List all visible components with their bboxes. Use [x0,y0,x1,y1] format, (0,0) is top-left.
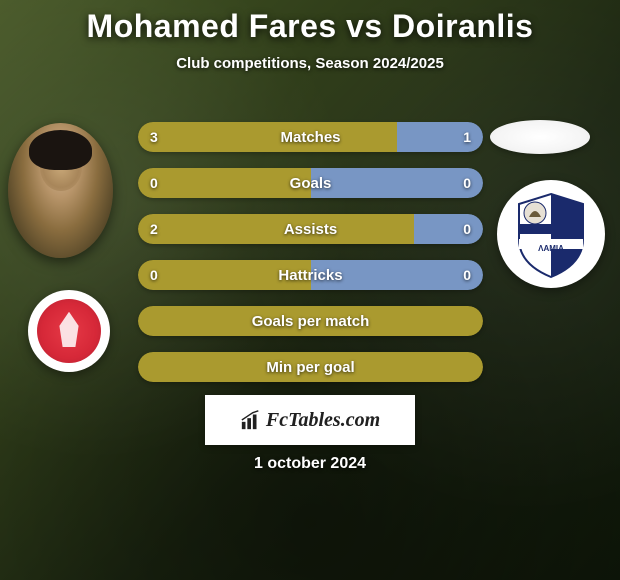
shield-icon: ΛΑΜΙΑ [511,189,591,279]
club-logo-left-inner [37,299,101,363]
chart-icon [240,409,262,431]
stat-bar: 20Assists [138,214,483,244]
bar-label: Goals [138,168,483,198]
svg-text:ΛΑΜΙΑ: ΛΑΜΙΑ [538,244,564,253]
date-text: 1 october 2024 [0,455,620,473]
bar-label: Matches [138,122,483,152]
infographic: Mohamed Fares vs Doiranlis Club competit… [0,0,620,580]
bar-label: Hattricks [138,260,483,290]
stat-bar: 00Goals [138,168,483,198]
stat-bar: Min per goal [138,352,483,382]
player-photo-left [8,123,113,258]
club-logo-right: ΛΑΜΙΑ [497,180,605,288]
watermark: FcTables.com [205,395,415,445]
bar-label: Assists [138,214,483,244]
stat-bar: 31Matches [138,122,483,152]
stat-bar: Goals per match [138,306,483,336]
stat-bars: 31Matches 00Goals 20Assists 00Hattricks Goal… [138,122,483,398]
club-oval-right [490,120,590,154]
watermark-text: FcTables.com [266,409,380,432]
bar-label: Goals per match [138,306,483,336]
club-logo-left [28,290,110,372]
bar-label: Min per goal [138,352,483,382]
stat-bar: 00Hattricks [138,260,483,290]
subtitle: Club competitions, Season 2024/2025 [0,55,620,72]
page-title: Mohamed Fares vs Doiranlis [0,0,620,45]
